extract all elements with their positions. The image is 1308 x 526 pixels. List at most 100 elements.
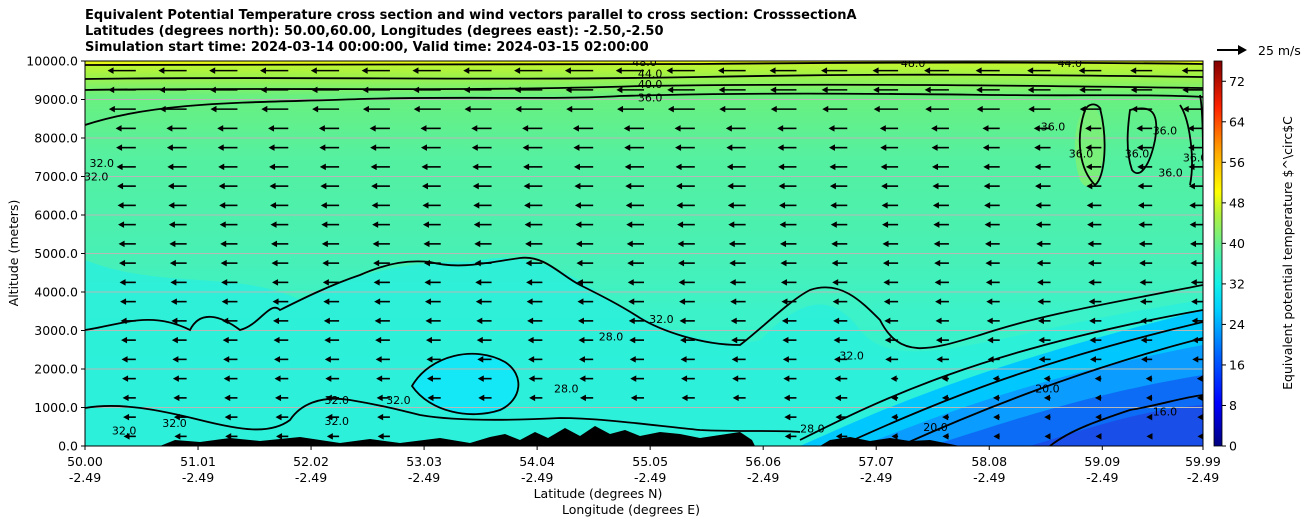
wind-vector-head — [522, 125, 529, 132]
wind-vector-head — [577, 298, 584, 305]
wind-vector-head — [525, 259, 532, 267]
wind-vector-head — [171, 317, 178, 325]
wind-vector-head — [1044, 413, 1051, 421]
wind-vector-head — [471, 144, 478, 151]
wind-vector-head — [320, 182, 327, 190]
wind-vector-head — [835, 413, 842, 421]
wind-vector-head — [579, 394, 586, 402]
wind-vector-head — [941, 375, 948, 382]
wind-vector-head — [1191, 298, 1198, 305]
wind-vector-head — [423, 259, 430, 267]
wind-vector-head — [514, 67, 521, 74]
wind-vector-head — [269, 163, 276, 171]
x-tick-label-lat: 57.07 — [858, 454, 894, 469]
wind-vector-head — [326, 433, 333, 440]
colorbar-tick-label: 48 — [1229, 195, 1245, 210]
y-tick-label: 2000.0 — [34, 362, 78, 377]
wind-vector-head — [1137, 182, 1144, 190]
wind-vector-head — [624, 144, 631, 151]
wind-vector-head — [1037, 317, 1044, 325]
wind-vector-head — [1036, 240, 1043, 248]
wind-vector-head — [1085, 125, 1092, 132]
wind-vector-head — [831, 259, 838, 267]
contour-label: 28.0 — [554, 382, 579, 395]
wind-vector-head — [942, 413, 949, 421]
wind-vector-head — [932, 202, 939, 209]
wind-vector-head — [221, 279, 228, 286]
contour-label: 48.0 — [632, 56, 657, 69]
contour-label: 44.0 — [638, 67, 663, 80]
wind-vector-head — [223, 356, 230, 363]
contour-label: 32.0 — [649, 313, 674, 326]
x-tick-label-lon: -2.49 — [182, 470, 214, 485]
wind-vector-head — [524, 221, 531, 228]
wind-vector-head — [376, 394, 383, 402]
wind-vector-head — [983, 163, 990, 171]
x-tick-label-lon: -2.49 — [747, 470, 779, 485]
wind-vector-head — [523, 163, 530, 171]
wind-vector-head — [931, 144, 938, 151]
wind-vector-head — [413, 105, 420, 113]
y-tick-label: 5000.0 — [34, 246, 78, 261]
wind-vector-head — [574, 202, 581, 209]
wind-vector-head — [224, 394, 231, 402]
colorbar-tick-label: 32 — [1229, 276, 1245, 291]
wind-vector-head — [578, 336, 585, 344]
wind-vector-head — [375, 336, 382, 344]
wind-vector-head — [118, 240, 125, 248]
x-tick-label-lon: -2.49 — [1086, 470, 1118, 485]
y-tick-label: 9000.0 — [34, 92, 78, 107]
wind-vector-head — [220, 259, 227, 267]
y-tick-label: 4000.0 — [34, 285, 78, 300]
wind-vector-head — [578, 356, 585, 363]
wind-vector-head — [525, 240, 532, 248]
contour-20-slope — [899, 337, 1203, 446]
wind-vector-head — [373, 259, 380, 267]
wind-vector-head — [1088, 298, 1095, 305]
wind-vector-head — [677, 221, 684, 228]
wind-vector-head — [832, 279, 839, 286]
wind-vector-head — [420, 125, 427, 132]
contour-label: 32.0 — [112, 425, 137, 438]
wind-vector-head — [1190, 279, 1197, 286]
wind-vector-head — [987, 336, 994, 344]
wind-vector-head — [169, 259, 176, 267]
wind-vector-head — [935, 317, 942, 325]
wind-vector-head — [781, 317, 788, 325]
wind-vector-head — [933, 240, 940, 248]
wind-vector-head — [679, 317, 686, 325]
wind-vector-head — [1043, 375, 1050, 382]
wind-vector-head — [260, 86, 267, 94]
chart-title-line-1: Equivalent Potential Temperature cross s… — [85, 8, 857, 23]
wind-vector-head — [121, 336, 128, 344]
wind-vector-head — [573, 144, 580, 151]
wind-vector-head — [932, 182, 939, 190]
colorbar-tick-label: 0 — [1229, 439, 1237, 454]
wind-vector-head — [934, 279, 941, 286]
wind-vector-head — [1130, 86, 1137, 94]
wind-vector-head — [1189, 202, 1196, 209]
wind-vector-head — [679, 298, 686, 305]
wind-vector-head — [174, 433, 181, 440]
contour-label: 28.0 — [599, 330, 624, 343]
wind-vector-head — [574, 182, 581, 190]
wind-vector-head — [572, 125, 579, 132]
wind-vector-head — [985, 240, 992, 248]
wind-vector-head — [322, 279, 329, 286]
wind-vector-head — [983, 182, 990, 190]
wind-vector-head — [523, 182, 530, 190]
wind-vector-head — [1188, 163, 1195, 171]
contour-label: 36.0 — [1041, 120, 1066, 133]
wind-vector-head — [992, 394, 999, 402]
wind-vector-head — [272, 298, 279, 305]
wind-vector-head — [321, 221, 328, 228]
wind-vector-head — [780, 259, 787, 267]
y-tick-label: 3000.0 — [34, 323, 78, 338]
wind-vector-head — [312, 105, 319, 113]
wind-vector-head — [311, 86, 318, 94]
wind-vector-head — [426, 356, 433, 363]
wind-vector-head — [780, 279, 787, 286]
wind-vector-head — [1037, 298, 1044, 305]
colorbar-tick-label: 24 — [1229, 317, 1245, 332]
wind-vector-head — [1140, 336, 1147, 344]
